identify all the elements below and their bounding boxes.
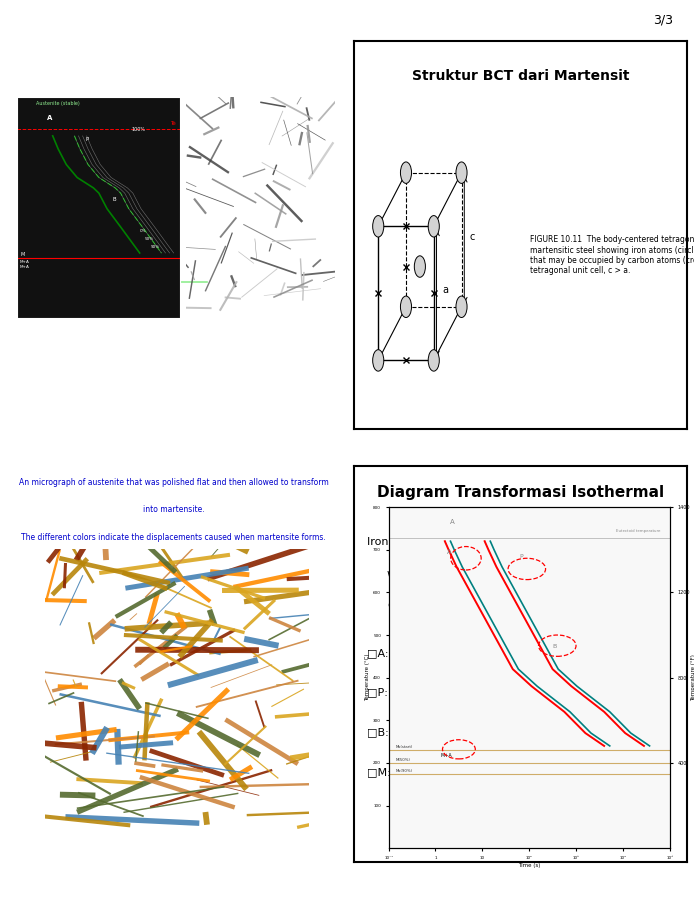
X-axis label: time (s): time (s) bbox=[88, 332, 110, 337]
Text: □B: Bainite: □B: Bainite bbox=[367, 727, 432, 738]
Text: B: B bbox=[112, 197, 116, 202]
Text: □M: Martensite: □M: Martensite bbox=[367, 767, 454, 777]
Text: Eutectoid temperature: Eutectoid temperature bbox=[616, 529, 660, 533]
Text: B: B bbox=[552, 644, 557, 649]
Text: The different colors indicate the displacements caused when martensite forms.: The different colors indicate the displa… bbox=[21, 533, 326, 542]
Circle shape bbox=[428, 349, 439, 372]
Text: A: A bbox=[447, 549, 452, 555]
Text: 3/3: 3/3 bbox=[653, 14, 673, 27]
Y-axis label: Temperature (°F): Temperature (°F) bbox=[691, 655, 694, 701]
Circle shape bbox=[456, 162, 467, 183]
Circle shape bbox=[456, 296, 467, 317]
Text: M+A: M+A bbox=[20, 260, 30, 264]
Text: □ % transformation depends only on T of rapid cooling: □ % transformation depends only on T of … bbox=[14, 406, 225, 415]
Text: A: A bbox=[450, 519, 455, 526]
Circle shape bbox=[400, 296, 412, 317]
Text: composition.: composition. bbox=[387, 600, 459, 610]
Text: M+A: M+A bbox=[20, 266, 30, 269]
Text: 100%: 100% bbox=[132, 126, 146, 132]
Text: c: c bbox=[470, 231, 475, 242]
Text: Martensite Formation: Martensite Formation bbox=[14, 53, 166, 66]
Text: FIGURE 10.11  The body-centered tetragonal unit cell for
martensitic steel showi: FIGURE 10.11 The body-centered tetragona… bbox=[530, 235, 694, 276]
Text: An micrograph of austenite that was polished flat and then allowed to transform: An micrograph of austenite that was poli… bbox=[19, 478, 328, 487]
Circle shape bbox=[400, 162, 412, 183]
Text: P: P bbox=[85, 137, 89, 142]
Circle shape bbox=[414, 255, 425, 278]
Text: □ body centered tetragonal (BCT) crystal structure: □ body centered tetragonal (BCT) crystal… bbox=[14, 319, 210, 327]
Text: Ms(start): Ms(start) bbox=[396, 746, 413, 750]
Text: • Isothermal Transformation Diagram: • Isothermal Transformation Diagram bbox=[14, 80, 183, 89]
Text: □A: Austenite: □A: Austenite bbox=[367, 648, 446, 658]
Text: □ BCT if C₀ > 0.15 wt% C: □ BCT if C₀ > 0.15 wt% C bbox=[14, 340, 110, 349]
Text: 90%: 90% bbox=[151, 245, 160, 249]
Text: M+A: M+A bbox=[440, 752, 452, 758]
Text: with: with bbox=[387, 569, 414, 579]
Text: A: A bbox=[47, 115, 53, 121]
Text: Austenite: Austenite bbox=[210, 279, 240, 284]
Text: eutectoid: eutectoid bbox=[409, 569, 462, 579]
Text: Iron-carbon alloy: Iron-carbon alloy bbox=[367, 537, 462, 547]
Text: Austenite (stable): Austenite (stable) bbox=[36, 100, 80, 106]
Text: Struktur BCT dari Martensit: Struktur BCT dari Martensit bbox=[412, 68, 629, 83]
Text: P: P bbox=[520, 554, 523, 560]
Y-axis label: Temperature (°C): Temperature (°C) bbox=[365, 654, 371, 702]
Text: 50%: 50% bbox=[145, 237, 154, 241]
Text: □ BCT →  few slip planes  →  hard, brittle: □ BCT → few slip planes → hard, brittle bbox=[14, 384, 171, 393]
Circle shape bbox=[373, 216, 384, 237]
Text: Te: Te bbox=[169, 122, 176, 126]
Text: a: a bbox=[442, 286, 448, 295]
Text: Martensite needles: Martensite needles bbox=[210, 264, 271, 268]
Text: M(50%): M(50%) bbox=[396, 758, 411, 762]
Text: 0%: 0% bbox=[139, 230, 146, 233]
Text: Ms(90%): Ms(90%) bbox=[396, 769, 413, 773]
Circle shape bbox=[428, 216, 439, 237]
Text: into martensite.: into martensite. bbox=[143, 505, 204, 514]
Text: □P: Pearlite: □P: Pearlite bbox=[367, 688, 434, 698]
X-axis label: Time (s): Time (s) bbox=[518, 863, 541, 868]
Text: Diagram Transformasi Isothermal: Diagram Transformasi Isothermal bbox=[377, 486, 664, 501]
Circle shape bbox=[373, 349, 384, 372]
Text: M: M bbox=[20, 252, 24, 256]
Text: □ Diffusionless transformation: □ Diffusionless transformation bbox=[14, 362, 133, 372]
Text: □ single phase: □ single phase bbox=[14, 297, 71, 306]
